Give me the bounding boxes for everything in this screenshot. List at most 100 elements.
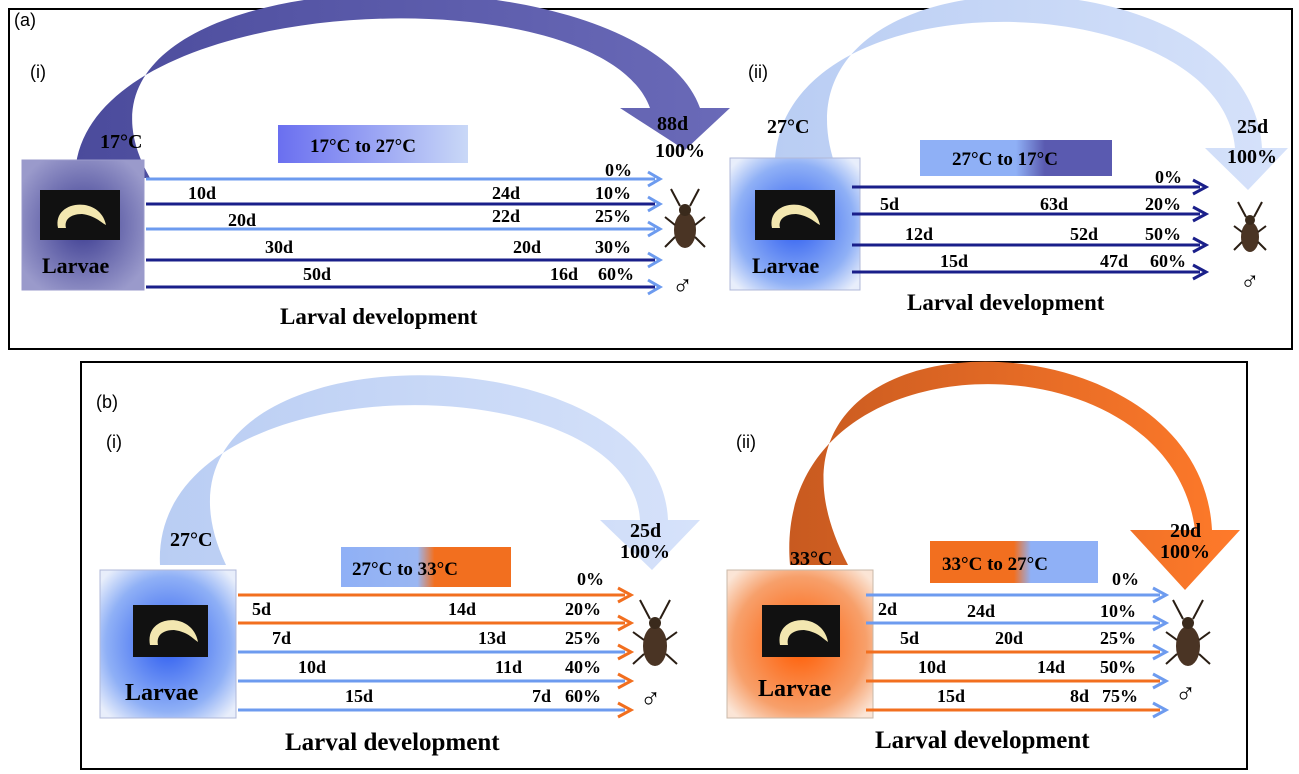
panel-b-label: (b)	[96, 392, 118, 412]
arc-arrow	[159, 375, 701, 570]
row-arrow-head	[647, 278, 663, 296]
beetle-icon	[1165, 599, 1211, 666]
caption: Larval development	[875, 727, 1090, 754]
larvae-label: Larvae	[758, 676, 832, 702]
row-pct: 25%	[595, 206, 631, 226]
row-first: 15d	[345, 686, 373, 706]
row-pct: 30%	[595, 237, 631, 257]
shift-box	[920, 140, 1112, 176]
rows-b-ii	[866, 586, 1170, 719]
row-first: 50d	[303, 264, 331, 284]
row-arrow-head	[617, 701, 635, 719]
row-arrow-head	[1192, 236, 1210, 254]
row-pct: 20%	[565, 599, 601, 619]
row-second: 7d	[532, 686, 551, 706]
arc-result: 25d	[1237, 116, 1268, 138]
larva-image	[762, 605, 840, 657]
row-first: 10d	[188, 183, 216, 203]
rows-a-i	[146, 170, 663, 296]
larva-image	[40, 190, 120, 240]
row-pct: 0%	[605, 160, 632, 180]
row-arrow-head	[1152, 672, 1170, 690]
arc-arrow	[789, 361, 1240, 590]
panel-b-ii-label: (ii)	[736, 432, 756, 452]
larva-image	[133, 605, 208, 657]
arc-arrow	[774, 0, 1288, 190]
shift-label: 27°C to 33°C	[352, 559, 458, 580]
row-pct: 60%	[565, 686, 601, 706]
row-arrow-head	[617, 586, 635, 604]
panel-a-i: Larvae 17°C 17°C to 27°C 88d 100% 0% 10d…	[21, 0, 730, 329]
row-arrow-head	[617, 643, 635, 661]
row-second: 63d	[1040, 194, 1068, 214]
row-arrow-head	[617, 672, 635, 690]
row-arrow-head	[1152, 614, 1170, 632]
row-pct: 40%	[565, 657, 601, 677]
caption: Larval development	[285, 729, 500, 756]
larva-icon	[779, 620, 828, 645]
row-second: 22d	[492, 206, 520, 226]
row-first: 5d	[900, 628, 919, 648]
row-arrow-head	[1152, 701, 1170, 719]
larvae-label: Larvae	[752, 253, 819, 278]
row-first: 30d	[265, 237, 293, 257]
row-first: 15d	[940, 251, 968, 271]
row-arrow-head	[1192, 263, 1210, 281]
row-arrow-head	[647, 195, 663, 213]
start-temp: 27°C	[170, 529, 212, 551]
male-symbol: ♂	[672, 270, 693, 301]
panel-a-ii-label: (ii)	[748, 62, 768, 82]
row-second: 16d	[550, 264, 578, 284]
panel-a-frame	[8, 8, 1293, 350]
row-second: 20d	[995, 628, 1023, 648]
shift-box	[278, 125, 468, 163]
row-arrow-head	[1192, 178, 1210, 196]
shift-label: 17°C to 27°C	[310, 136, 416, 157]
shift-label: 27°C to 17°C	[952, 149, 1058, 170]
row-first: 5d	[880, 194, 899, 214]
shift-box	[930, 541, 1098, 583]
start-temp: 33°C	[790, 548, 832, 570]
row-arrow-head	[1152, 643, 1170, 661]
shift-label: 33°C to 27°C	[942, 554, 1048, 575]
row-first: 2d	[878, 599, 897, 619]
arc-percent: 100%	[655, 140, 705, 162]
larvae-label: Larvae	[125, 680, 199, 706]
row-pct: 75%	[1102, 686, 1138, 706]
panel-a-label: (a)	[14, 10, 36, 30]
arc-result: 25d	[630, 520, 661, 542]
male-symbol: ♂	[1240, 266, 1260, 296]
row-second: 14d	[1037, 657, 1065, 677]
panel-a-i-label: (i)	[30, 62, 46, 82]
row-pct: 50%	[1100, 657, 1136, 677]
row-arrow-head	[647, 170, 663, 188]
row-second: 8d	[1070, 686, 1089, 706]
larva-icon	[771, 204, 820, 228]
row-arrow-head	[647, 251, 663, 269]
caption: Larval development	[280, 304, 478, 329]
larvae-label: Larvae	[42, 253, 109, 278]
row-arrow-head	[617, 614, 635, 632]
row-pct: 50%	[1145, 224, 1181, 244]
larva-icon	[57, 204, 106, 228]
beetle-icon	[1233, 201, 1267, 252]
larva-image	[755, 190, 835, 240]
row-pct: 0%	[577, 569, 604, 589]
row-first: 15d	[937, 686, 965, 706]
row-pct: 25%	[1100, 628, 1136, 648]
arc-result: 88d	[657, 113, 688, 135]
row-second: 47d	[1100, 251, 1128, 271]
panel-b-ii: Larvae 33°C 33°C to 27°C 20d 100% 0% 2d …	[726, 361, 1240, 754]
row-second: 11d	[495, 657, 522, 677]
row-pct: 0%	[1155, 167, 1182, 187]
beetle-icon	[632, 599, 678, 666]
beetle-icon	[664, 188, 706, 248]
panel-b-i: Larvae 27°C 27°C to 33°C 25d 100% 0% 5d …	[99, 375, 701, 756]
arc-result: 20d	[1170, 520, 1201, 542]
panel-b-i-label: (i)	[106, 432, 122, 452]
row-first: 20d	[228, 210, 256, 230]
row-pct: 10%	[595, 183, 631, 203]
panel-a-ii: Larvae 27°C 27°C to 17°C 25d 100% 0% 5d …	[729, 0, 1288, 315]
rows-b-i	[238, 586, 635, 719]
row-first: 7d	[272, 628, 291, 648]
